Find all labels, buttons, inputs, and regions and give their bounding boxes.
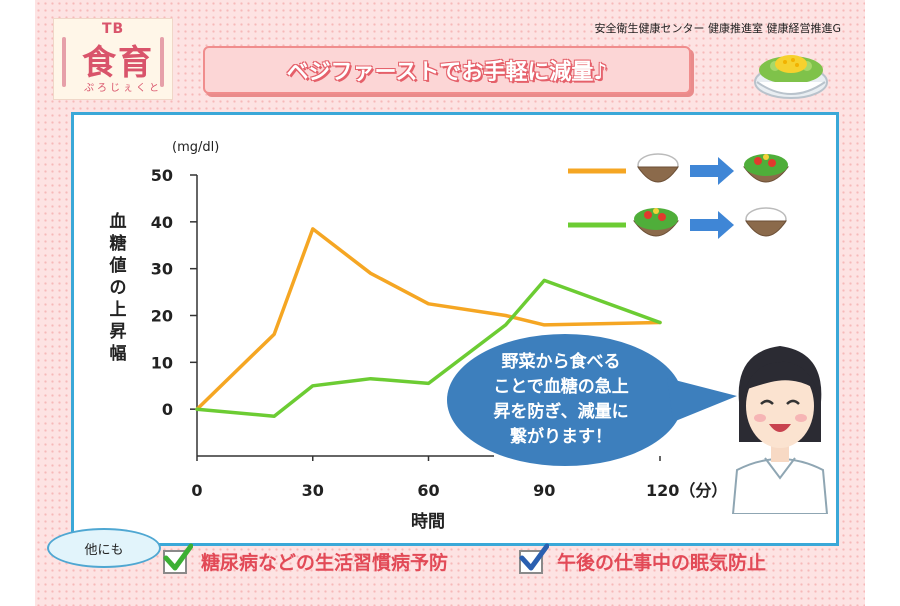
- other-benefits-bubble: 他にも: [47, 528, 161, 568]
- y-axis-label-char: 幅: [110, 343, 127, 364]
- tb-shokuiku-logo: TB 食育 ぷろじぇくと: [53, 18, 173, 100]
- check-icon: [519, 543, 549, 570]
- y-tick-label: 20: [151, 307, 173, 326]
- logo-kana: ぷろじぇくと: [84, 83, 162, 94]
- rice-bowl-icon: [745, 207, 787, 237]
- logo-kanji: 食育: [82, 43, 154, 83]
- bubble-line: 繋がります！: [510, 427, 612, 447]
- y-axis-label-char: 上: [110, 300, 127, 320]
- bubble-line: ことで血糖の急上: [493, 377, 629, 397]
- bubble-line: 野菜から食べる: [501, 352, 621, 372]
- y-tick-label: 30: [151, 260, 173, 279]
- series-line-green: [195, 278, 662, 418]
- x-tick-label: 120（分）: [646, 481, 727, 500]
- checkbox: [163, 543, 193, 574]
- fork-icon: [62, 37, 66, 87]
- benefit-item-sleepiness: 午後の仕事中の眠気防止: [519, 543, 767, 575]
- right-arrow-icon: [690, 157, 734, 185]
- salad-bowl-icon: [754, 55, 828, 99]
- organization-label: 安全衛生健康センター 健康推進室 健康経営推進G: [594, 22, 841, 35]
- check-icon: [163, 543, 193, 570]
- woman-illustration: [731, 346, 829, 514]
- x-tick-label: 90: [533, 481, 555, 500]
- legend-item-green: [568, 207, 787, 239]
- right-arrow-icon: [690, 211, 734, 239]
- y-axis-label-char: 血: [110, 211, 127, 232]
- y-axis-label-char: の: [110, 278, 127, 298]
- speech-bubble-text: 野菜から食べる ことで血糖の急上 昇を防ぎ、減量に 繋がります！: [445, 334, 677, 466]
- salad-bowl-icon: [743, 154, 789, 183]
- y-tick-label: 40: [151, 213, 173, 232]
- y-axis-label-char: 糖: [110, 233, 127, 254]
- y-axis-label-char: 値: [109, 255, 127, 276]
- checkbox: [519, 543, 549, 574]
- x-tick-label: 60: [417, 481, 439, 500]
- slide: TB 食育 ぷろじぇくと 安全衛生健康センター 健康推進室 健康経営推進G ベジ…: [35, 0, 865, 606]
- x-axis-label: 時間: [411, 511, 445, 532]
- salad-bowl-icon: [633, 208, 679, 237]
- benefit-item-diabetes: 糖尿病などの生活習慣病予防: [163, 543, 449, 575]
- benefit-text: 午後の仕事中の眠気防止: [557, 552, 767, 574]
- legend-item-orange: [568, 153, 789, 185]
- logo-tb: TB: [102, 21, 125, 37]
- y-tick-label: 0: [162, 400, 173, 419]
- y-unit-label: (mg/dl): [172, 140, 219, 155]
- y-tick-label: 50: [151, 166, 173, 185]
- benefit-text: 糖尿病などの生活習慣病予防: [201, 552, 449, 574]
- other-label: 他にも: [84, 542, 124, 558]
- y-tick-label: 10: [151, 353, 173, 372]
- bubble-line: 昇を防ぎ、減量に: [493, 402, 629, 422]
- knife-icon: [160, 37, 164, 87]
- series-line-orange: [195, 227, 662, 411]
- speech-bubble: [447, 334, 737, 466]
- x-tick-label: 30: [302, 481, 324, 500]
- title-banner: ベジファーストでお手軽に減量♪: [203, 46, 691, 94]
- rice-bowl-icon: [637, 153, 679, 183]
- chart-panel: (mg/dl) 血糖値の上昇幅 時間 50 40 30 20 10 0 0 30 60 90 120…: [71, 112, 839, 546]
- x-tick-label: 0: [191, 481, 202, 500]
- y-axis-label-char: 昇: [110, 322, 127, 342]
